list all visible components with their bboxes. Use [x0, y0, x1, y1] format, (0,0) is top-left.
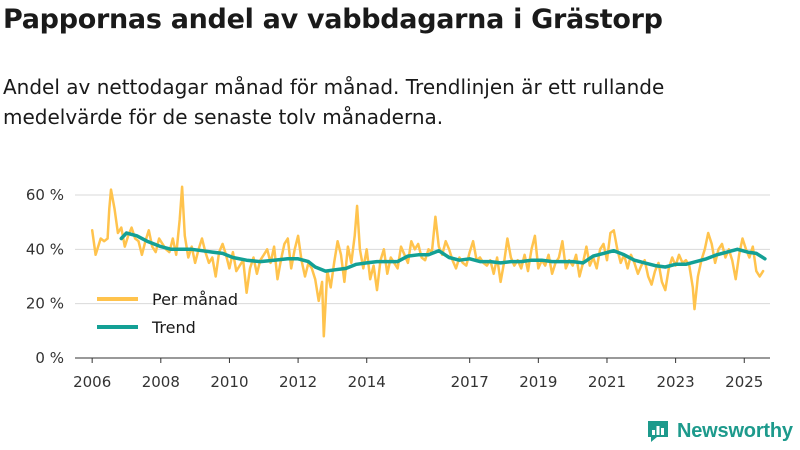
x-tick-label-2021: 2021 — [588, 373, 626, 391]
x-tick-label-2010: 2010 — [210, 373, 248, 391]
legend: Per månad Trend — [97, 290, 238, 337]
x-tick-label-2014: 2014 — [348, 373, 386, 391]
x-axis: 2006 2008 2010 2012 2014 2017 2019 2021 2023 2025 — [73, 358, 763, 391]
page-title: Pappornas andel av vabbdagarna i Grästor… — [3, 4, 663, 35]
series-layer — [90, 185, 767, 338]
bar-chart-badge-icon — [648, 421, 668, 442]
brand-name: Newsworthy — [677, 419, 793, 442]
series-line-per-manad — [90, 185, 765, 338]
x-tick-label-2006: 2006 — [73, 373, 111, 391]
x-tick-label-2017: 2017 — [451, 373, 489, 391]
legend-label-per-manad: Per månad — [152, 290, 238, 309]
y-axis: 0 % 20 % 40 % 60 % — [26, 186, 64, 367]
chart-subtitle: Andel av nettodagar månad för månad. Tre… — [3, 75, 665, 129]
x-tick-label-2023: 2023 — [657, 373, 695, 391]
y-tick-label-20: 20 % — [26, 295, 64, 313]
x-tick-label-2025: 2025 — [725, 373, 763, 391]
y-tick-label-0: 0 % — [35, 349, 64, 367]
legend-label-trend: Trend — [151, 318, 196, 337]
y-tick-label-40: 40 % — [26, 240, 64, 258]
x-tick-label-2008: 2008 — [142, 373, 180, 391]
y-tick-label-60: 60 % — [26, 186, 64, 204]
series-line-trend — [119, 231, 767, 273]
newsworthy-logo: Newsworthy — [645, 418, 793, 444]
x-tick-label-2019: 2019 — [519, 373, 557, 391]
x-tick-label-2012: 2012 — [279, 373, 317, 391]
